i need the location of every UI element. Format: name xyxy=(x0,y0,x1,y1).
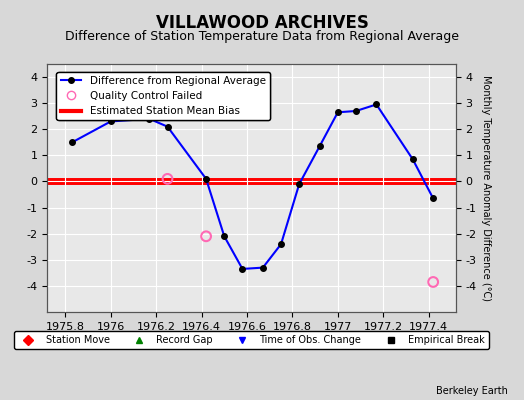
Legend: Difference from Regional Average, Quality Control Failed, Estimated Station Mean: Difference from Regional Average, Qualit… xyxy=(57,72,270,120)
Text: VILLAWOOD ARCHIVES: VILLAWOOD ARCHIVES xyxy=(156,14,368,32)
Text: Difference of Station Temperature Data from Regional Average: Difference of Station Temperature Data f… xyxy=(65,30,459,43)
Point xyxy=(202,233,210,240)
Point xyxy=(429,279,438,285)
Legend: Station Move, Record Gap, Time of Obs. Change, Empirical Break: Station Move, Record Gap, Time of Obs. C… xyxy=(14,331,489,349)
Point xyxy=(163,176,172,182)
Text: Berkeley Earth: Berkeley Earth xyxy=(436,386,508,396)
Y-axis label: Monthly Temperature Anomaly Difference (°C): Monthly Temperature Anomaly Difference (… xyxy=(481,75,490,301)
